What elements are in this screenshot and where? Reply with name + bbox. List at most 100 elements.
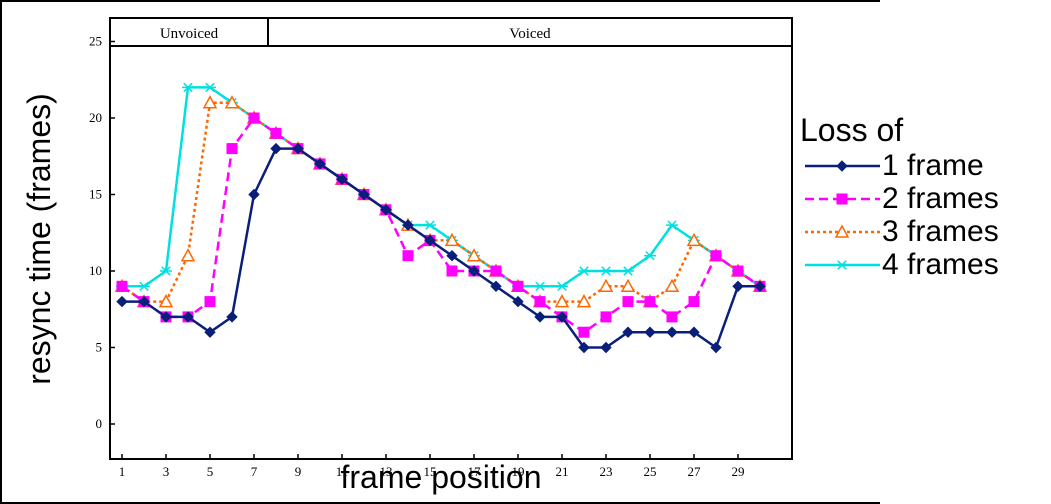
y-tick-label: 20 — [89, 110, 102, 125]
star-stroke — [161, 266, 171, 276]
plot-frame — [109, 17, 793, 460]
data-point — [688, 296, 700, 308]
star-stroke — [183, 82, 193, 93]
legend-swatch-marker — [836, 193, 848, 205]
data-point — [644, 250, 656, 261]
star-stroke — [667, 220, 677, 230]
data-point — [248, 188, 260, 201]
data-point — [732, 265, 744, 277]
x-tick-label: 15 — [424, 464, 437, 479]
data-point — [666, 311, 678, 323]
data-point — [380, 204, 392, 216]
data-point — [620, 278, 636, 293]
data-point — [160, 311, 172, 323]
data-point — [512, 295, 524, 308]
data-point — [688, 326, 700, 338]
star-stroke — [837, 260, 847, 270]
data-point — [204, 326, 216, 338]
data-point — [754, 280, 766, 293]
data-point — [336, 173, 348, 185]
y-tick-label: 0 — [96, 416, 103, 431]
data-point — [402, 250, 414, 262]
x-tick-label: 27 — [688, 464, 702, 479]
data-point — [556, 311, 568, 323]
data-point — [554, 294, 570, 308]
data-point — [248, 112, 260, 124]
data-point — [686, 232, 702, 247]
data-point — [600, 341, 612, 354]
y-tick-label: 25 — [89, 34, 102, 49]
data-point — [270, 142, 282, 155]
data-point — [116, 295, 128, 308]
data-point — [666, 220, 678, 230]
x-tick-label: 5 — [207, 464, 214, 479]
data-point — [710, 250, 722, 262]
star-stroke — [557, 281, 567, 292]
data-point — [600, 266, 612, 276]
data-point — [576, 294, 592, 308]
series-group — [114, 82, 768, 354]
data-point — [512, 280, 524, 292]
x-tick-label: 19 — [512, 464, 525, 479]
data-point — [534, 281, 546, 292]
x-axis-label: frame position — [341, 459, 542, 495]
band-strip: Unvoiced Voiced — [110, 18, 792, 47]
x-tick-label: 17 — [468, 464, 482, 479]
star-stroke — [205, 82, 215, 93]
legend-label: 4 frames — [882, 248, 999, 281]
x-tick-label: 1 — [119, 464, 126, 479]
data-point — [490, 280, 502, 293]
x-tick-label: 23 — [600, 464, 613, 479]
x-tick-label: 21 — [556, 464, 569, 479]
data-point — [666, 326, 678, 338]
data-point — [600, 311, 612, 323]
data-point — [182, 82, 194, 93]
frame-cover-right — [880, 0, 1051, 504]
data-point — [424, 234, 436, 247]
data-point — [204, 296, 216, 308]
data-point — [138, 295, 150, 308]
x-tick-label: 3 — [163, 464, 170, 479]
data-point — [444, 232, 460, 247]
data-point — [598, 278, 614, 293]
data-point — [534, 311, 546, 323]
y-tick-label: 10 — [89, 263, 102, 278]
data-point — [204, 82, 216, 93]
data-point — [116, 280, 128, 292]
band-label: Voiced — [509, 26, 551, 42]
data-point — [292, 142, 304, 155]
legend-item: 3 frames — [805, 215, 999, 248]
data-point — [732, 280, 744, 293]
data-point — [644, 296, 656, 308]
data-point — [226, 311, 238, 323]
star-stroke — [645, 250, 655, 261]
legend-swatch-marker — [836, 260, 848, 270]
data-point — [314, 158, 326, 170]
x-tick-label: 25 — [644, 464, 657, 479]
data-point — [644, 326, 656, 338]
y-tick-label: 15 — [89, 187, 102, 202]
x-tick-label: 9 — [295, 464, 302, 479]
data-point — [468, 265, 480, 277]
data-point — [160, 266, 172, 276]
star-stroke — [623, 266, 633, 276]
data-point — [424, 220, 436, 230]
star-stroke — [535, 281, 545, 292]
data-point — [158, 294, 174, 308]
data-point — [466, 248, 482, 262]
data-point — [556, 281, 568, 292]
legend-swatch-marker — [836, 160, 848, 172]
y-axis-label: resync time (frames) — [21, 93, 57, 385]
legend-label: 1 frame — [882, 149, 984, 182]
data-point — [402, 219, 414, 231]
data-point — [224, 95, 240, 109]
data-point — [446, 249, 458, 262]
x-tick-label: 29 — [732, 464, 745, 479]
data-point — [182, 311, 194, 323]
x-tick-label: 11 — [336, 464, 349, 479]
data-point — [446, 265, 458, 277]
legend-item: 2 frames — [805, 182, 999, 215]
y-tick-label: 5 — [96, 340, 103, 355]
